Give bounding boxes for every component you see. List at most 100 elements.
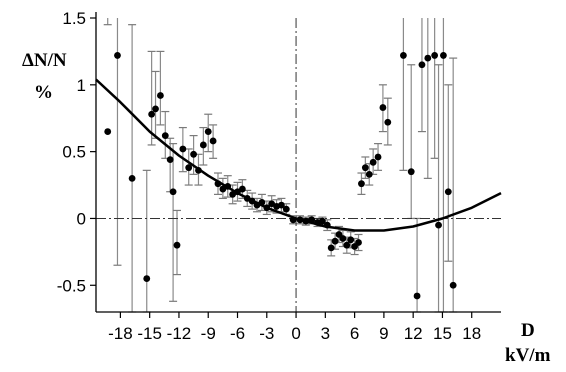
error-bar-6 — [156, 50, 165, 126]
error-bar-59 — [423, 18, 432, 179]
fit-curve-group — [95, 78, 502, 232]
data-point-7 — [161, 132, 169, 140]
data-point-35 — [302, 217, 310, 225]
x-tick-label: -3 — [259, 324, 274, 343]
data-point-0 — [104, 128, 112, 135]
y-tick-label: 0.5 — [62, 143, 86, 162]
data-point-18 — [214, 180, 222, 188]
error-bar-62 — [439, 18, 448, 313]
data-point-40 — [327, 244, 335, 252]
x-axis-unit: kV/m — [505, 345, 551, 366]
data-points — [104, 52, 457, 300]
error-bar-0 — [103, 18, 112, 26]
data-point-54 — [384, 118, 392, 126]
data-point-14 — [195, 166, 202, 174]
error-bar-64 — [449, 57, 458, 313]
data-point-63 — [444, 188, 452, 196]
data-point-58 — [418, 61, 426, 69]
x-tick-label: 6 — [350, 324, 359, 343]
y-tick-label: 0 — [77, 209, 86, 228]
data-point-6 — [157, 92, 164, 99]
data-point-64 — [449, 281, 457, 289]
data-point-28 — [263, 204, 271, 212]
data-point-12 — [185, 164, 193, 172]
x-tick-label: 0 — [291, 324, 300, 343]
data-point-25 — [248, 197, 256, 205]
data-point-20 — [224, 182, 232, 190]
x-tick-label: 15 — [433, 324, 452, 343]
data-point-39 — [323, 221, 331, 229]
x-tick-label: -6 — [230, 324, 245, 343]
x-tick-label: 12 — [404, 324, 423, 343]
y-axis-ticks: 1.5 1 0.5 0 -0.5 — [57, 9, 96, 295]
data-point-61 — [435, 221, 442, 229]
y-tick-label: 1.5 — [62, 9, 86, 28]
error-bars — [103, 18, 458, 313]
x-axis-ticks: -18 -15 -12 -9 -6 -3 0 3 6 9 12 15 18 — [108, 312, 481, 343]
data-point-43 — [339, 235, 347, 242]
data-point-45 — [347, 236, 355, 244]
x-tick-label: -18 — [108, 324, 133, 343]
error-bar-5 — [151, 70, 160, 139]
data-point-38 — [319, 217, 326, 225]
data-point-23 — [238, 185, 246, 193]
data-point-59 — [424, 54, 432, 62]
error-bar-4 — [147, 50, 156, 146]
x-tick-label: -12 — [167, 324, 192, 343]
error-bar-1 — [113, 18, 122, 266]
data-point-4 — [148, 110, 156, 118]
data-point-17 — [209, 137, 217, 145]
data-point-57 — [413, 292, 421, 300]
data-point-31 — [278, 201, 285, 209]
y-tick-label: -0.5 — [57, 276, 86, 295]
data-point-5 — [152, 105, 159, 113]
data-point-3 — [143, 275, 151, 282]
data-point-27 — [258, 199, 266, 206]
data-point-50 — [365, 170, 373, 178]
x-tick-label: 3 — [321, 324, 330, 343]
reference-lines — [96, 18, 501, 312]
data-point-11 — [179, 145, 187, 153]
error-bar-2 — [128, 24, 137, 313]
x-axis-label: D — [521, 320, 535, 341]
data-point-51 — [369, 158, 377, 166]
data-point-49 — [361, 164, 369, 172]
data-point-60 — [431, 52, 439, 59]
data-point-33 — [289, 216, 297, 224]
data-point-2 — [128, 174, 136, 182]
data-point-13 — [190, 150, 197, 158]
data-point-15 — [199, 141, 207, 149]
error-bar-61 — [434, 64, 443, 313]
data-point-41 — [331, 237, 339, 245]
x-tick-label: 9 — [379, 324, 388, 343]
data-point-53 — [379, 104, 387, 111]
data-point-55 — [400, 52, 407, 59]
error-bar-3 — [142, 169, 151, 313]
data-point-36 — [308, 216, 316, 224]
x-tick-label: 18 — [462, 324, 481, 343]
data-point-52 — [374, 153, 382, 161]
data-point-34 — [296, 216, 304, 224]
x-tick-label: -9 — [201, 324, 216, 343]
fit-curve — [95, 78, 502, 232]
y-axis-label: ΔN/N — [22, 50, 67, 71]
data-point-10 — [173, 241, 181, 249]
data-point-47 — [355, 239, 362, 246]
error-bar-60 — [430, 18, 439, 159]
data-point-32 — [282, 205, 290, 213]
data-point-1 — [114, 52, 121, 59]
data-point-9 — [169, 188, 177, 196]
error-bar-63 — [444, 84, 453, 262]
error-bar-58 — [417, 18, 426, 133]
y-tick-label: 1 — [77, 76, 86, 95]
plot-frame — [95, 12, 501, 313]
data-point-44 — [343, 241, 351, 249]
x-tick-label: -15 — [137, 324, 162, 343]
data-point-16 — [204, 128, 212, 135]
data-point-48 — [358, 180, 365, 188]
data-point-62 — [440, 52, 447, 59]
error-bar-56 — [407, 64, 416, 220]
error-bar-55 — [399, 18, 408, 171]
data-point-56 — [407, 168, 415, 176]
